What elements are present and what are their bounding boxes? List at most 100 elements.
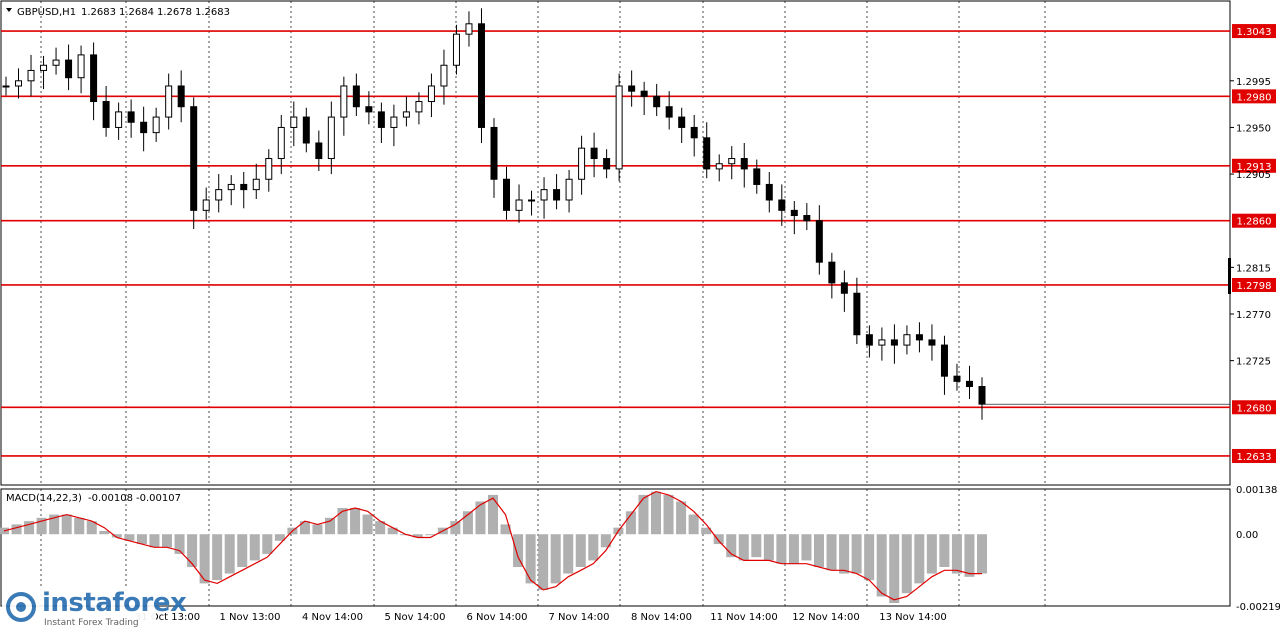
candle-body bbox=[190, 106, 198, 211]
candle-body bbox=[227, 183, 235, 191]
candle-body bbox=[177, 85, 185, 108]
macd-histogram-bar bbox=[751, 534, 762, 558]
ohlc-close: 1.2683 bbox=[195, 7, 230, 18]
candle-body bbox=[653, 95, 661, 108]
macd-histogram-bar bbox=[901, 534, 912, 594]
candle-body bbox=[540, 189, 548, 201]
candle-body bbox=[27, 69, 35, 82]
macd-y-tick-label: -0.00219 bbox=[1236, 602, 1280, 613]
macd-histogram-bar bbox=[738, 534, 749, 561]
candle-body bbox=[978, 386, 986, 405]
candle-body bbox=[590, 147, 598, 160]
candle-body bbox=[52, 59, 60, 66]
x-tick-label: 1 Nov 13:00 bbox=[219, 612, 280, 623]
level-label-bg bbox=[1232, 277, 1276, 292]
macd-histogram-bar bbox=[124, 534, 135, 541]
candle-body bbox=[615, 85, 623, 170]
macd-histogram-bar bbox=[174, 534, 185, 554]
x-tick-label: 7 Nov 14:00 bbox=[548, 612, 609, 623]
macd-histogram-bar bbox=[701, 527, 712, 535]
candle-body bbox=[415, 101, 423, 113]
macd-histogram-bar bbox=[337, 508, 348, 535]
candle-body bbox=[628, 85, 636, 92]
macd-histogram-bar bbox=[538, 534, 549, 590]
macd-histogram-bar bbox=[513, 534, 524, 567]
candle-body bbox=[452, 33, 460, 66]
macd-histogram-bar bbox=[814, 534, 824, 567]
level-label-bg bbox=[1232, 89, 1276, 104]
macd-histogram-bar bbox=[851, 534, 862, 574]
macd-histogram-bar bbox=[651, 491, 661, 535]
x-tick-label: 4 Nov 14:00 bbox=[302, 612, 363, 623]
ohlc-low: 1.2678 bbox=[157, 7, 192, 18]
macd-histogram-bar bbox=[926, 534, 937, 574]
candle-body bbox=[915, 334, 923, 341]
candle-body bbox=[477, 23, 485, 128]
level-label-bg bbox=[1232, 158, 1276, 173]
macd-histogram-bar bbox=[839, 534, 850, 574]
x-tick-label: 5 Nov 14:00 bbox=[384, 612, 445, 623]
macd-histogram-bar bbox=[362, 514, 373, 535]
candle-body bbox=[465, 23, 473, 35]
instaforex-watermark: instaforex Instant Forex Trading bbox=[2, 588, 187, 628]
y-tick-label: 1.2995 bbox=[1236, 77, 1271, 88]
macd-histogram-bar bbox=[350, 508, 361, 535]
macd-label: MACD(14,22,3) bbox=[6, 493, 82, 504]
candle-body bbox=[340, 85, 348, 118]
watermark-name: instaforex bbox=[42, 588, 187, 618]
y-tick-label: 1.2905 bbox=[1236, 170, 1271, 181]
candle-body bbox=[953, 375, 961, 382]
macd-histogram-bar bbox=[325, 517, 335, 535]
candle-body bbox=[515, 199, 523, 211]
candle-body bbox=[890, 339, 898, 346]
macd-histogram-bar bbox=[224, 534, 235, 574]
price-panel-border bbox=[0, 0, 1231, 486]
support-resistance-levels: 1.3043 1.2980 1.2913 1.2860 1.2798 1.2680 1.26… bbox=[1, 24, 1276, 463]
candle-body bbox=[315, 142, 323, 160]
candle-body bbox=[302, 116, 310, 144]
y-tick-label: 1.2725 bbox=[1236, 357, 1271, 368]
macd-histogram-bar bbox=[299, 521, 310, 535]
dropdown-triangle-icon[interactable] bbox=[6, 8, 12, 12]
macd-histogram-bar bbox=[375, 521, 386, 535]
x-tick-label: 13 Nov 14:00 bbox=[879, 612, 946, 623]
chart-header: GBPUSD,H1 1.2683 1.2684 1.2678 1.2683 MA… bbox=[6, 7, 230, 504]
macd-histogram-bar bbox=[676, 501, 687, 535]
candle-body bbox=[578, 147, 586, 180]
candle-body bbox=[828, 261, 836, 284]
macd-histogram-bar bbox=[199, 534, 210, 584]
macd-histogram-bar bbox=[274, 534, 285, 541]
candle-body bbox=[715, 163, 723, 170]
candle-body bbox=[352, 85, 360, 108]
macd-y-tick-label: 0.00 bbox=[1236, 530, 1258, 541]
macd-histogram-bar bbox=[249, 534, 260, 561]
macd-histogram-bar bbox=[111, 534, 122, 538]
candle-body bbox=[765, 183, 773, 201]
candle-body bbox=[790, 209, 798, 217]
candle-body bbox=[115, 111, 123, 128]
candle-body bbox=[202, 199, 210, 211]
candle-body bbox=[102, 101, 110, 128]
macd-histogram-bar bbox=[475, 501, 486, 535]
macd-histogram-bar bbox=[49, 514, 60, 535]
candle-body bbox=[815, 220, 823, 263]
candles bbox=[2, 8, 1231, 420]
x-tick-label: 31 Oct 13:00 bbox=[135, 612, 200, 623]
candle-body bbox=[928, 339, 936, 346]
candle-body bbox=[390, 116, 398, 128]
candle-body bbox=[678, 116, 686, 128]
candle-body bbox=[740, 158, 748, 170]
y-tick-label: 1.2770 bbox=[1236, 310, 1271, 321]
macd-histogram-bar bbox=[713, 534, 724, 545]
macd-histogram-bar bbox=[914, 534, 925, 584]
x-tick-label: 6 Nov 14:00 bbox=[466, 612, 527, 623]
macd-histogram-bar bbox=[462, 511, 473, 535]
macd-signal-line bbox=[3, 490, 982, 601]
candle-body bbox=[490, 126, 498, 180]
macd-histogram-bar bbox=[387, 527, 398, 535]
macd-histogram-bar bbox=[61, 514, 72, 535]
macd-histogram-bar bbox=[136, 534, 147, 545]
level-label-bg bbox=[1232, 448, 1276, 463]
candle-body bbox=[840, 282, 848, 294]
